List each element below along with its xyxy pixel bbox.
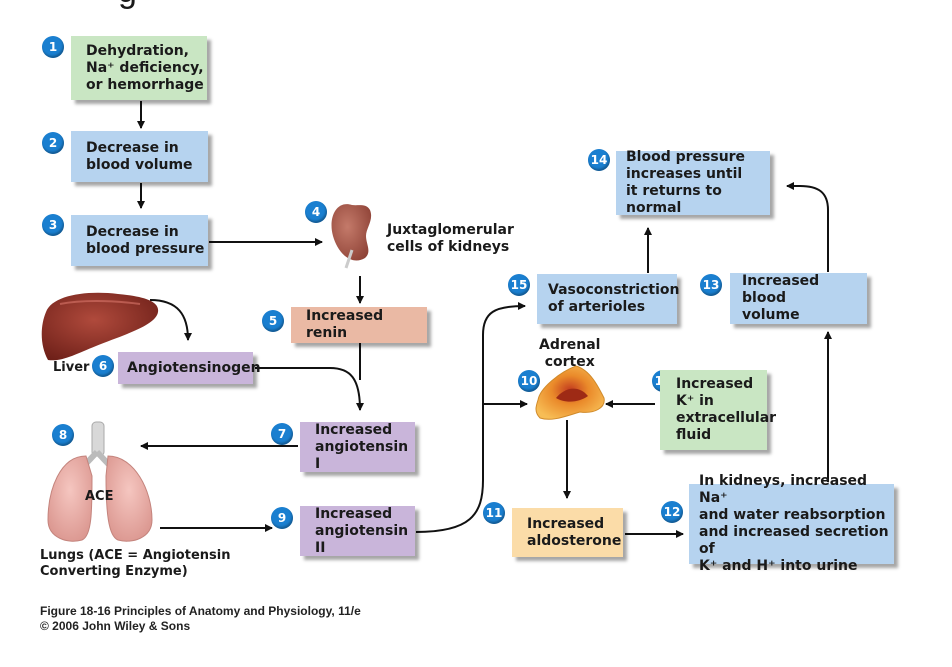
- step-1-badge: 1: [42, 36, 64, 58]
- kidney-illustration: [331, 204, 372, 269]
- step-7-box: Increased angiotensin I: [300, 422, 415, 472]
- arrow-liver-to-6: [149, 299, 192, 341]
- step-10-badge: 10: [518, 370, 540, 392]
- step-14-box: Blood pressure increases until it return…: [616, 149, 770, 216]
- step-5-box: Increased renin: [291, 307, 427, 343]
- step-9-badge: 9: [271, 507, 293, 529]
- step-15-badge: 15: [508, 274, 530, 296]
- step-2-badge: 2: [42, 132, 64, 154]
- step-3-box: Decrease in blood pressure: [71, 215, 208, 266]
- step-1-box: Dehydration, Na⁺ deficiency, or hemorrha…: [71, 36, 207, 100]
- arrow-9-to-15: [415, 302, 526, 533]
- step-5-badge: 5: [262, 310, 284, 332]
- figure-caption-line-1: Figure 18-16 Principles of Anatomy and P…: [40, 604, 361, 618]
- adrenal-cortex-illustration: [535, 365, 605, 420]
- step-8-badge: 8: [52, 424, 74, 446]
- step-6-badge: 6: [92, 355, 114, 377]
- step-4-badge: 4: [305, 201, 327, 223]
- step-6-box: Angiotensinogen: [118, 352, 261, 384]
- step-2-box: Decrease in blood volume: [71, 131, 208, 182]
- arrow-13-to-14: [786, 182, 829, 272]
- ace-label: ACE: [85, 489, 114, 504]
- step-4-label: Juxtaglomerular cells of kidneys: [387, 222, 514, 255]
- step-7-badge: 7: [271, 423, 293, 445]
- liver-illustration: [41, 292, 159, 361]
- step-14-badge: 14: [588, 149, 610, 171]
- step-12-badge: 12: [661, 501, 683, 523]
- adrenal-cortex-label: Adrenal cortex: [539, 337, 601, 370]
- step-11-box: Increased aldosterone: [512, 508, 623, 557]
- step-13-box: Increased blood volume: [730, 273, 867, 324]
- step-12-box: In kidneys, increased Na⁺ and water reab…: [689, 473, 894, 574]
- step-3-badge: 3: [42, 214, 64, 236]
- step-11-badge: 11: [483, 502, 505, 524]
- figure-caption-line-2: © 2006 John Wiley & Sons: [40, 619, 191, 633]
- step-16-box: Increased K⁺ in extracellular fluid: [660, 370, 776, 450]
- lungs-illustration: [47, 421, 153, 542]
- step-13-badge: 13: [700, 274, 722, 296]
- title-fragment: g: [118, 0, 137, 8]
- arrow-6-to-7: [255, 367, 364, 411]
- liver-label: Liver: [53, 360, 90, 375]
- step-9-box: Increased angiotensin II: [300, 506, 415, 556]
- lungs-label: Lungs (ACE = Angiotensin Converting Enzy…: [40, 548, 231, 579]
- step-15-box: Vasoconstriction of arterioles: [537, 274, 679, 324]
